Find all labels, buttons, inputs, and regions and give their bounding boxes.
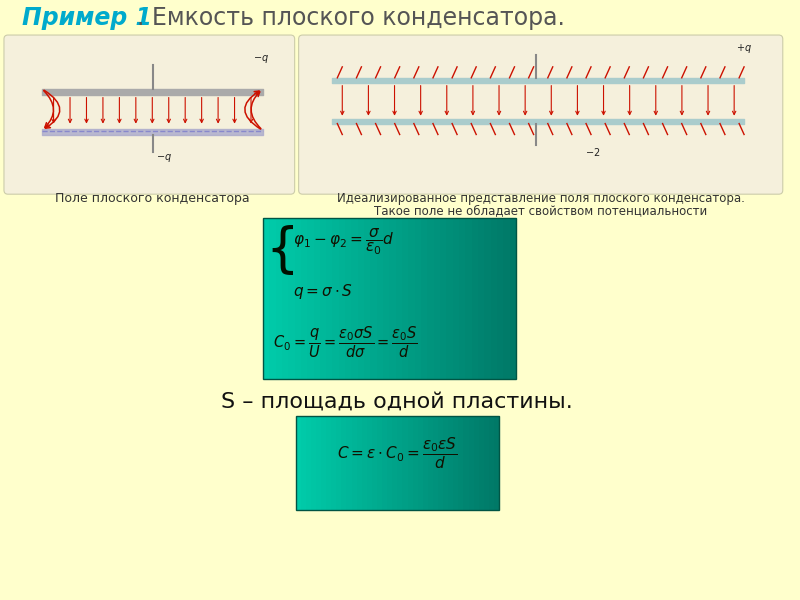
Text: $C = \varepsilon \cdot C_0 = \dfrac{\varepsilon_0 \varepsilon S}{d}$: $C = \varepsilon \cdot C_0 = \dfrac{\var… — [337, 436, 458, 471]
Bar — [497, 218, 504, 379]
Bar — [398, 416, 403, 511]
Text: S – площадь одной пластины.: S – площадь одной пластины. — [221, 391, 573, 411]
Bar — [489, 416, 495, 511]
Bar — [428, 416, 434, 511]
Bar — [320, 218, 327, 379]
Bar — [472, 218, 479, 379]
Bar — [443, 416, 449, 511]
Bar — [494, 416, 500, 511]
FancyBboxPatch shape — [298, 35, 782, 194]
Bar — [316, 416, 322, 511]
Bar — [367, 416, 373, 511]
Bar — [458, 416, 465, 511]
Bar — [377, 416, 383, 511]
Bar — [396, 218, 403, 379]
Bar — [345, 218, 353, 379]
Bar — [333, 218, 340, 379]
Bar — [422, 416, 429, 511]
Bar — [270, 218, 277, 379]
Bar — [459, 218, 466, 379]
Text: Пример 1: Пример 1 — [22, 6, 152, 30]
Bar — [275, 218, 283, 379]
Bar — [448, 416, 454, 511]
Bar — [463, 416, 470, 511]
Bar — [351, 218, 358, 379]
Text: $-q$: $-q$ — [253, 53, 269, 65]
Bar — [372, 416, 378, 511]
Bar — [408, 218, 416, 379]
Text: Идеализированное представление поля плоского конденсатора.: Идеализированное представление поля плос… — [337, 192, 745, 205]
Bar — [418, 416, 424, 511]
Bar — [474, 416, 480, 511]
Text: $q = \sigma \cdot S$: $q = \sigma \cdot S$ — [293, 282, 353, 301]
Bar — [510, 218, 517, 379]
Bar — [421, 218, 428, 379]
Bar — [342, 416, 347, 511]
Bar — [402, 416, 409, 511]
Bar — [438, 416, 444, 511]
Text: $-2$: $-2$ — [586, 146, 601, 158]
Text: $\varphi_1 - \varphi_2 = \dfrac{\sigma}{\varepsilon_0}d$: $\varphi_1 - \varphi_2 = \dfrac{\sigma}{… — [293, 228, 394, 257]
Bar — [326, 218, 334, 379]
Bar — [478, 416, 485, 511]
FancyBboxPatch shape — [4, 35, 294, 194]
Bar — [469, 416, 474, 511]
Bar — [326, 416, 332, 511]
Bar — [288, 218, 295, 379]
Bar — [466, 218, 473, 379]
Bar — [413, 416, 418, 511]
Text: $C_0 = \dfrac{q}{U} = \dfrac{\varepsilon_0 \sigma S}{d\sigma} = \dfrac{\varepsil: $C_0 = \dfrac{q}{U} = \dfrac{\varepsilon… — [273, 325, 418, 360]
Bar — [339, 218, 346, 379]
Bar — [296, 416, 302, 511]
Bar — [296, 416, 499, 511]
Bar — [263, 218, 516, 379]
Bar — [321, 416, 327, 511]
Bar — [503, 218, 510, 379]
Bar — [433, 416, 439, 511]
Bar — [357, 416, 362, 511]
Text: $+q$: $+q$ — [736, 42, 752, 55]
Bar — [390, 218, 397, 379]
Bar — [301, 218, 308, 379]
Bar — [301, 416, 307, 511]
Bar — [446, 218, 454, 379]
Bar — [383, 218, 390, 379]
Text: Поле плоского конденсатора: Поле плоского конденсатора — [55, 192, 250, 205]
Bar — [454, 416, 459, 511]
Bar — [478, 218, 486, 379]
Bar — [392, 416, 398, 511]
Bar — [453, 218, 460, 379]
Bar — [427, 218, 434, 379]
Bar — [402, 218, 410, 379]
Text: Такое поле не обладает свойством потенциальности: Такое поле не обладает свойством потенци… — [374, 204, 707, 217]
Bar — [331, 416, 338, 511]
Bar — [362, 416, 368, 511]
Text: $\{$: $\{$ — [265, 223, 294, 277]
Text: . Емкость плоского конденсатора.: . Емкость плоского конденсатора. — [137, 6, 565, 30]
Bar — [490, 218, 498, 379]
Bar — [282, 218, 289, 379]
Bar — [364, 218, 371, 379]
Bar — [294, 218, 302, 379]
Bar — [407, 416, 414, 511]
Bar — [370, 218, 378, 379]
Bar — [307, 218, 314, 379]
Bar — [382, 416, 388, 511]
Bar — [314, 218, 321, 379]
Bar — [346, 416, 353, 511]
Bar — [351, 416, 358, 511]
Bar — [414, 218, 422, 379]
Bar — [440, 218, 447, 379]
Text: $-q$: $-q$ — [156, 152, 172, 164]
Bar — [358, 218, 365, 379]
Bar — [484, 416, 490, 511]
Bar — [263, 218, 270, 379]
Bar — [336, 416, 342, 511]
Bar — [377, 218, 384, 379]
Bar — [311, 416, 317, 511]
Bar — [484, 218, 491, 379]
Bar — [306, 416, 312, 511]
Bar — [387, 416, 394, 511]
Bar — [434, 218, 441, 379]
